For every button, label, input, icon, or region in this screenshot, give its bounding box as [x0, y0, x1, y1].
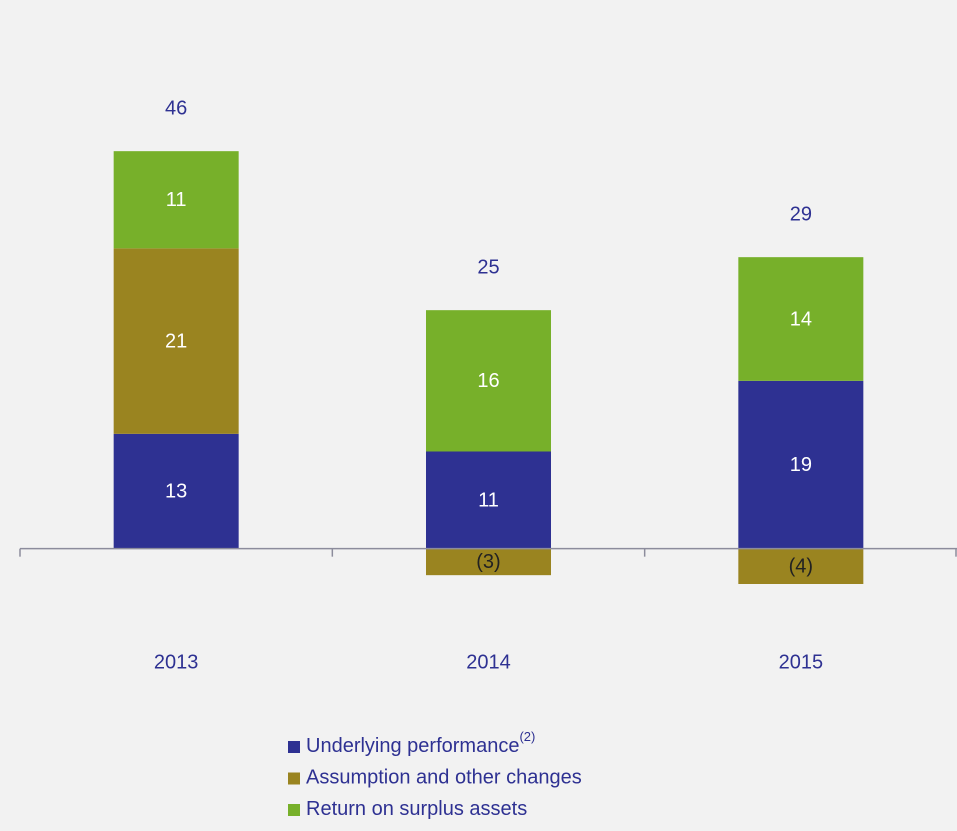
legend-label: Assumption and other changes — [306, 767, 582, 789]
legend-swatch — [288, 741, 300, 753]
bar-segment — [113, 151, 239, 249]
value-label: (3) — [476, 551, 500, 573]
legend-label: Underlying performance(2) — [306, 729, 535, 757]
x-tick-label: 2015 — [779, 651, 824, 673]
legend-name: Underlying performance — [306, 735, 519, 757]
legend-swatch — [288, 804, 300, 816]
bar-segment — [738, 257, 864, 381]
total-label: 25 — [477, 256, 499, 278]
bar-segment — [113, 248, 239, 434]
x-tick-label: 2014 — [466, 651, 511, 673]
bar-segment — [738, 380, 864, 549]
legend-name: Return on surplus assets — [306, 798, 527, 820]
value-label: 11 — [478, 489, 499, 511]
bar-segment — [426, 310, 551, 452]
legend-footnote: (2) — [519, 729, 535, 744]
value-label: 16 — [477, 370, 499, 392]
legend-name: Assumption and other changes — [306, 767, 582, 789]
x-tick-label: 2013 — [154, 651, 199, 673]
legend-label: Return on surplus assets — [306, 798, 527, 820]
value-label: 14 — [790, 308, 812, 330]
bar-segment — [426, 451, 551, 549]
bar-segment — [738, 548, 864, 584]
legend-swatch — [288, 772, 300, 785]
value-label: 13 — [165, 481, 187, 503]
value-label: 19 — [790, 454, 812, 476]
value-label: 21 — [165, 330, 187, 352]
total-label: 29 — [790, 203, 812, 225]
bar-segment — [113, 433, 239, 549]
total-label: 46 — [165, 97, 187, 119]
bar-segment — [426, 548, 551, 576]
value-label: (4) — [789, 556, 813, 578]
value-label: 11 — [166, 189, 187, 211]
